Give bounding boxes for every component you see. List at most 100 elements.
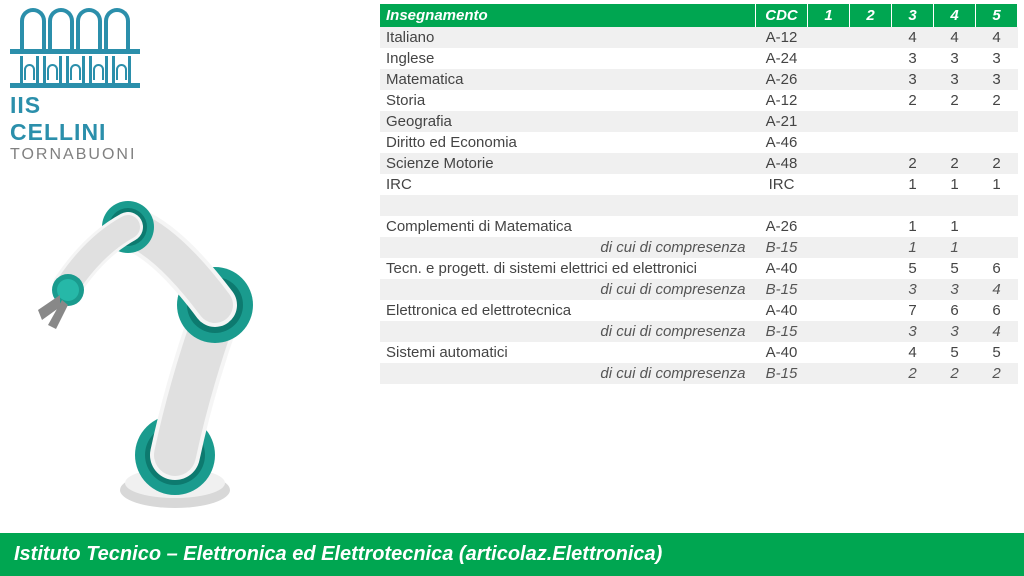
cell-subject: Inglese [380, 48, 756, 69]
cell-subject: di cui di compresenza [380, 237, 756, 258]
cell-hours [808, 237, 850, 258]
cell-cdc: A-12 [756, 27, 808, 48]
table-header-row: Insegnamento CDC 1 2 3 4 5 [380, 4, 1018, 27]
cell-hours [808, 132, 850, 153]
table-row: GeografiaA-21 [380, 111, 1018, 132]
cell-hours: 2 [976, 153, 1018, 174]
cell-hours: 1 [934, 174, 976, 195]
cell-subject: Elettronica ed elettrotecnica [380, 300, 756, 321]
cell-hours: 3 [934, 321, 976, 342]
table-row: di cui di compresenzaB-15222 [380, 363, 1018, 384]
cell-hours [892, 111, 934, 132]
cell-hours [892, 132, 934, 153]
cell-subject: Scienze Motorie [380, 153, 756, 174]
table-row: Tecn. e progett. di sistemi elettrici ed… [380, 258, 1018, 279]
cell-hours [850, 195, 892, 216]
cell-cdc: B-15 [756, 321, 808, 342]
cell-hours: 1 [892, 174, 934, 195]
cell-subject: Geografia [380, 111, 756, 132]
cell-hours [850, 321, 892, 342]
cell-cdc [756, 195, 808, 216]
cell-hours: 2 [892, 363, 934, 384]
table-row: IRCIRC111 [380, 174, 1018, 195]
cell-hours: 5 [934, 342, 976, 363]
col-cdc: CDC [756, 4, 808, 27]
cell-hours [808, 258, 850, 279]
table-body: ItalianoA-12444IngleseA-24333MatematicaA… [380, 27, 1018, 384]
cell-hours [808, 279, 850, 300]
cell-hours [892, 195, 934, 216]
cell-hours [808, 111, 850, 132]
cell-hours: 1 [892, 237, 934, 258]
curriculum-table: Insegnamento CDC 1 2 3 4 5 ItalianoA-124… [380, 4, 1018, 384]
cell-hours [850, 216, 892, 237]
logo-text-line1: IIS CELLINI [10, 92, 140, 146]
cell-subject: Matematica [380, 69, 756, 90]
cell-cdc: A-26 [756, 69, 808, 90]
col-year-4: 4 [934, 4, 976, 27]
cell-cdc: A-40 [756, 342, 808, 363]
cell-hours [808, 27, 850, 48]
cell-hours: 4 [976, 279, 1018, 300]
cell-cdc: B-15 [756, 363, 808, 384]
cell-subject: Tecn. e progett. di sistemi elettrici ed… [380, 258, 756, 279]
cell-hours: 4 [976, 27, 1018, 48]
cell-subject [380, 195, 756, 216]
cell-hours [850, 48, 892, 69]
cell-hours: 3 [934, 48, 976, 69]
cell-hours: 1 [976, 174, 1018, 195]
cell-hours [808, 153, 850, 174]
logo-text-line2: TORNABUONI [10, 146, 140, 164]
cell-hours: 2 [892, 153, 934, 174]
cell-hours [808, 48, 850, 69]
cell-subject: di cui di compresenza [380, 321, 756, 342]
curriculum-table-container: Insegnamento CDC 1 2 3 4 5 ItalianoA-124… [380, 4, 1018, 384]
table-row: Diritto ed EconomiaA-46 [380, 132, 1018, 153]
school-logo: IIS CELLINI TORNABUONI [10, 8, 140, 164]
cell-cdc: B-15 [756, 237, 808, 258]
cell-hours [976, 132, 1018, 153]
cell-hours: 4 [892, 342, 934, 363]
cell-hours: 2 [892, 90, 934, 111]
cell-hours: 3 [934, 279, 976, 300]
col-year-2: 2 [850, 4, 892, 27]
cell-cdc: A-24 [756, 48, 808, 69]
cell-cdc: A-48 [756, 153, 808, 174]
cell-cdc: A-40 [756, 258, 808, 279]
cell-cdc: A-21 [756, 111, 808, 132]
cell-subject: Sistemi automatici [380, 342, 756, 363]
cell-hours [850, 111, 892, 132]
cell-hours: 5 [892, 258, 934, 279]
logo-arches [10, 8, 140, 50]
cell-hours [808, 300, 850, 321]
cell-hours [808, 195, 850, 216]
cell-hours: 6 [976, 258, 1018, 279]
table-row: di cui di compresenzaB-15334 [380, 279, 1018, 300]
cell-hours: 3 [976, 48, 1018, 69]
cell-hours: 5 [976, 342, 1018, 363]
table-row: MatematicaA-26333 [380, 69, 1018, 90]
cell-hours [850, 258, 892, 279]
cell-hours [850, 153, 892, 174]
cell-hours [808, 216, 850, 237]
cell-hours [850, 90, 892, 111]
cell-hours: 6 [976, 300, 1018, 321]
cell-hours [808, 174, 850, 195]
table-row: ItalianoA-12444 [380, 27, 1018, 48]
cell-cdc: A-46 [756, 132, 808, 153]
cell-hours [934, 132, 976, 153]
cell-cdc: A-12 [756, 90, 808, 111]
table-row: di cui di compresenzaB-1511 [380, 237, 1018, 258]
cell-cdc: IRC [756, 174, 808, 195]
cell-subject: Diritto ed Economia [380, 132, 756, 153]
cell-hours: 7 [892, 300, 934, 321]
table-row: IngleseA-24333 [380, 48, 1018, 69]
cell-hours: 4 [976, 321, 1018, 342]
cell-hours [976, 111, 1018, 132]
col-insegnamento: Insegnamento [380, 4, 756, 27]
table-row: di cui di compresenzaB-15334 [380, 321, 1018, 342]
cell-subject: IRC [380, 174, 756, 195]
cell-hours: 1 [934, 216, 976, 237]
cell-hours: 3 [892, 48, 934, 69]
table-row: Elettronica ed elettrotecnicaA-40766 [380, 300, 1018, 321]
